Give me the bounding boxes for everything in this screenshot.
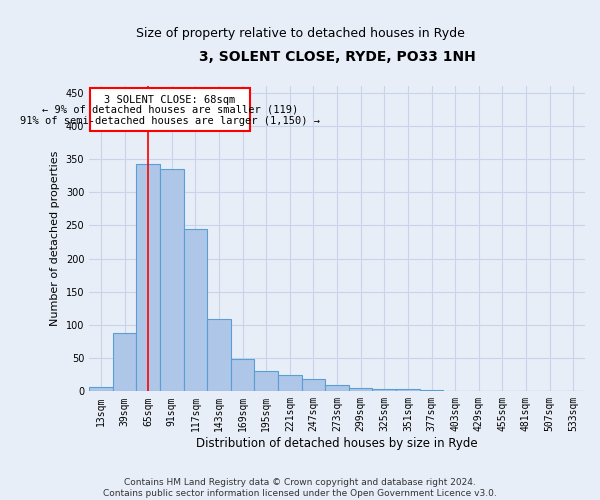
Bar [373,388,396,392]
Bar [325,386,349,392]
Text: Contains HM Land Registry data © Crown copyright and database right 2024.
Contai: Contains HM Land Registry data © Crown c… [103,478,497,498]
Text: 91% of semi-detached houses are larger (1,150) →: 91% of semi-detached houses are larger (… [20,116,320,126]
Y-axis label: Number of detached properties: Number of detached properties [50,151,60,326]
Bar [207,319,231,392]
Bar [420,390,443,392]
X-axis label: Distribution of detached houses by size in Ryde: Distribution of detached houses by size … [196,437,478,450]
Bar [91,88,250,131]
Bar [254,372,278,392]
Bar [349,388,373,392]
Bar [443,390,467,392]
Bar [302,378,325,392]
Bar [231,359,254,392]
Bar [467,390,491,392]
Bar [396,390,420,392]
Bar [538,390,562,392]
Bar [89,388,113,392]
Bar [278,376,302,392]
Bar [136,164,160,392]
Bar [160,169,184,392]
Text: 3 SOLENT CLOSE: 68sqm: 3 SOLENT CLOSE: 68sqm [104,94,236,104]
Bar [113,333,136,392]
Text: Size of property relative to detached houses in Ryde: Size of property relative to detached ho… [136,28,464,40]
Bar [184,230,207,392]
Title: 3, SOLENT CLOSE, RYDE, PO33 1NH: 3, SOLENT CLOSE, RYDE, PO33 1NH [199,50,475,64]
Text: ← 9% of detached houses are smaller (119): ← 9% of detached houses are smaller (119… [42,104,298,115]
